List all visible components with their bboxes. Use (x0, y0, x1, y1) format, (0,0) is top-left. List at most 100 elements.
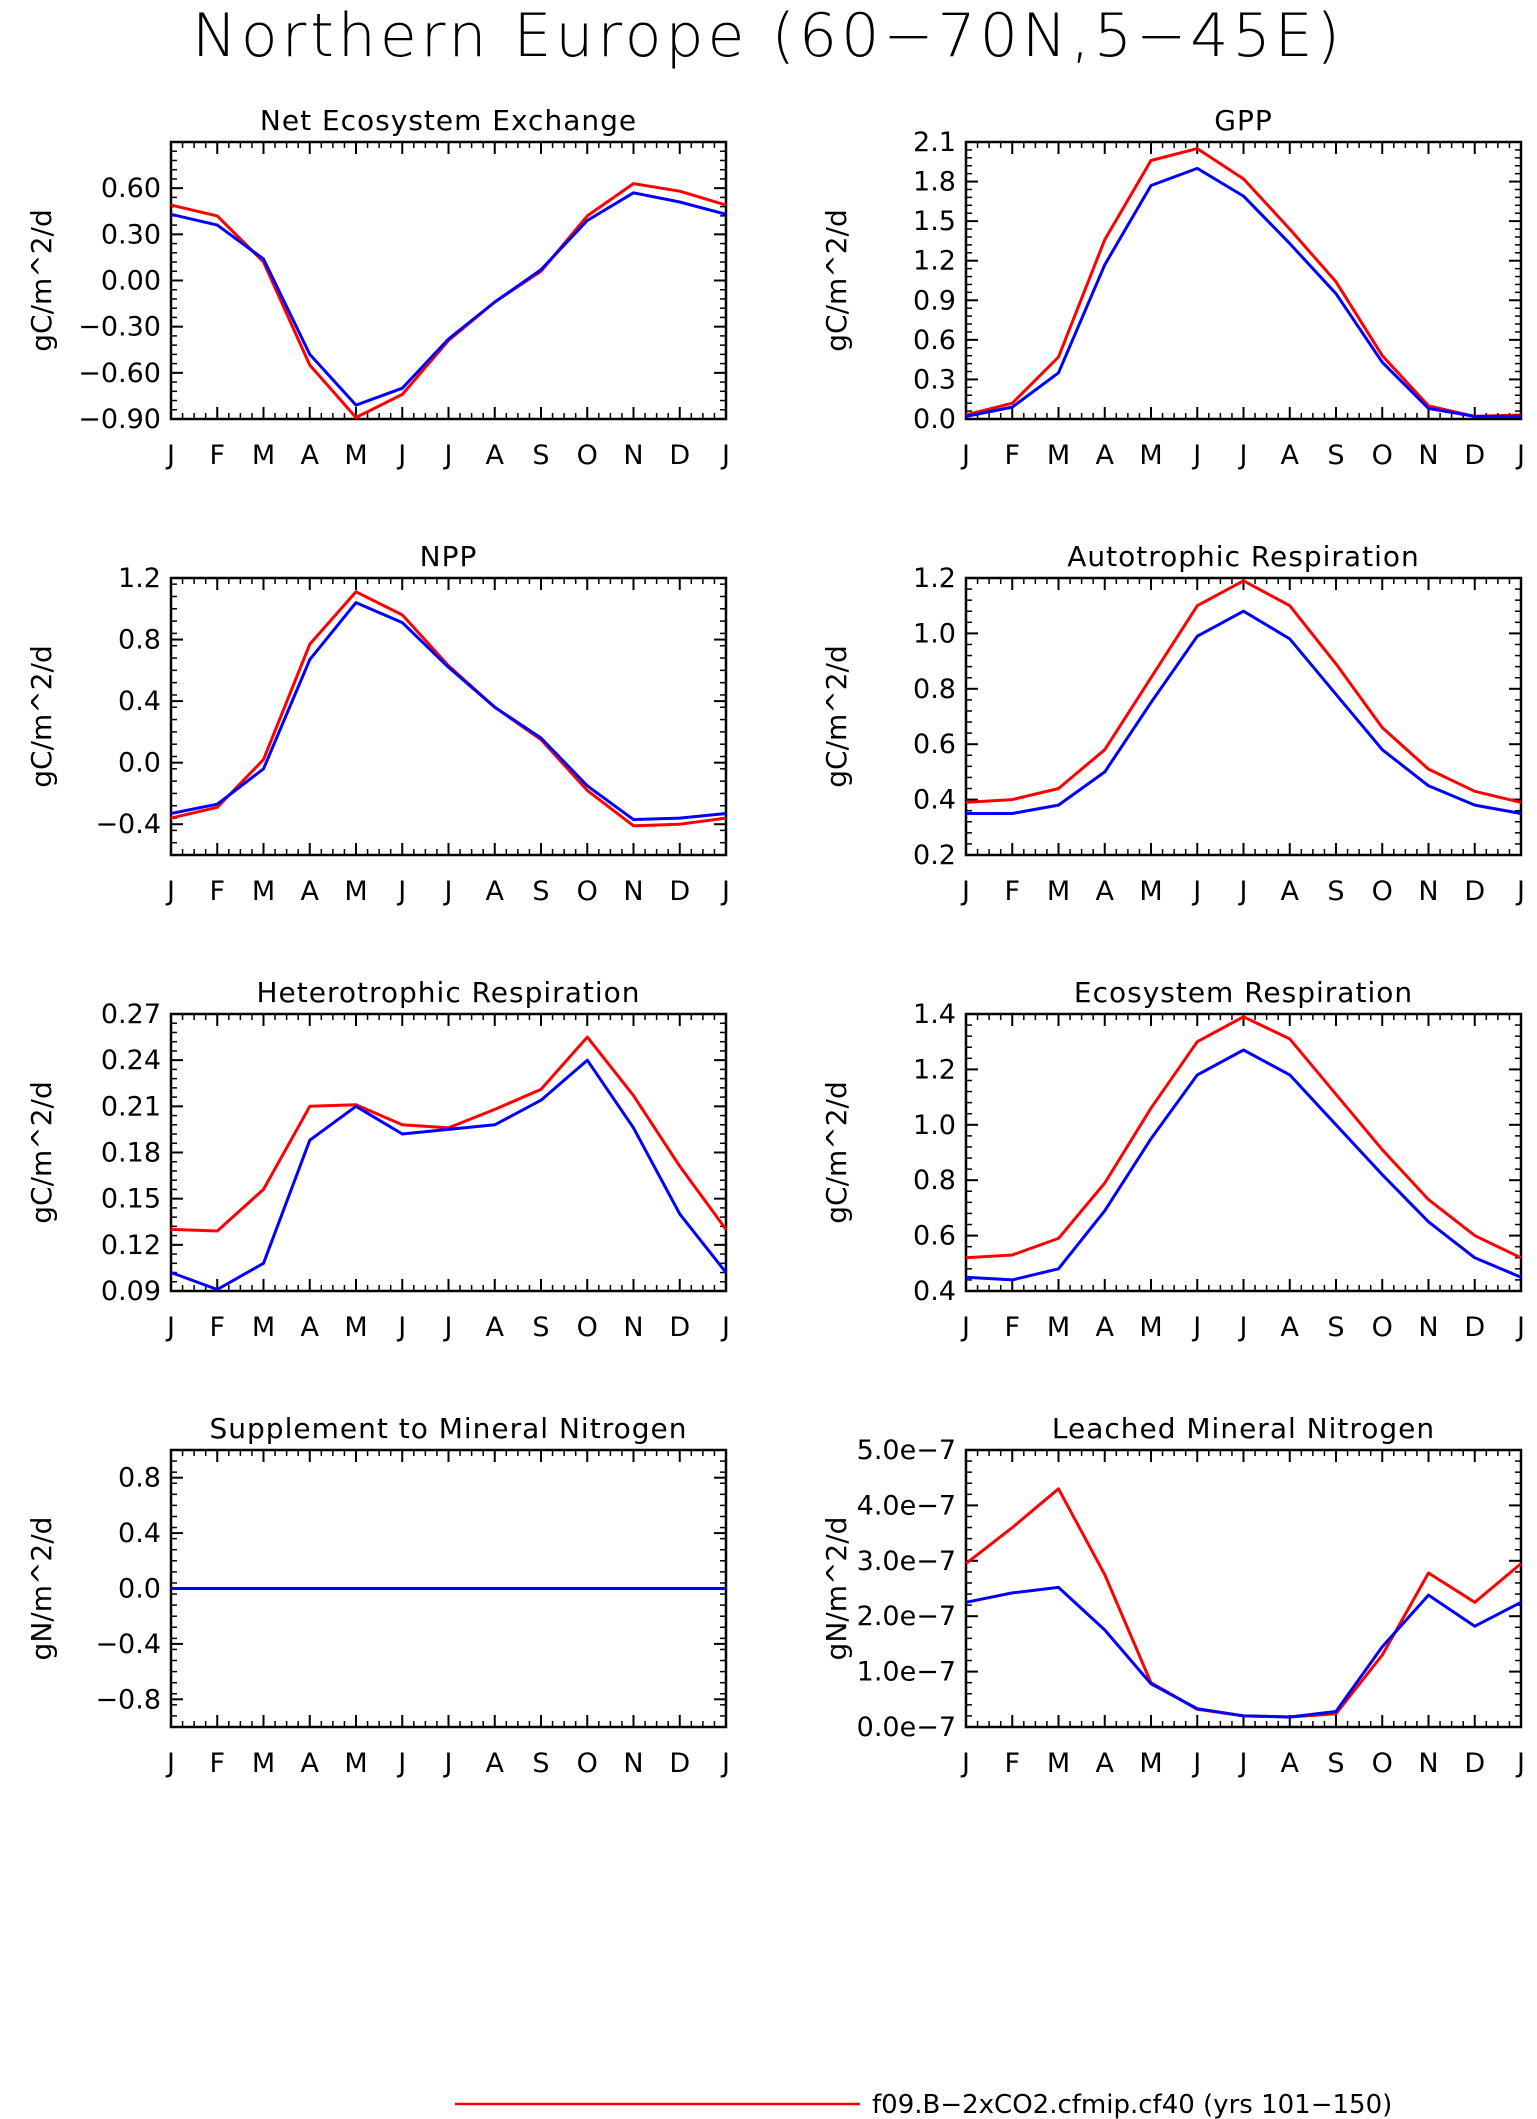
x-tick-label: J (1191, 1312, 1201, 1343)
x-tick-label: O (1372, 1748, 1393, 1779)
x-tick-label: J (720, 1748, 730, 1779)
series-line-red (965, 579, 1522, 804)
y-tick-label: 0.4 (913, 785, 956, 816)
x-tick-label: J (443, 1748, 453, 1779)
x-tick-label: S (532, 876, 549, 907)
y-tick-label: 1.0 (913, 1110, 956, 1141)
x-tick-label: M (1047, 440, 1070, 471)
y-tick-label: 2.1 (913, 127, 956, 158)
x-tick-label: J (165, 440, 175, 471)
x-tick-label: M (1139, 1748, 1162, 1779)
x-tick-label: F (1004, 876, 1020, 907)
y-tick-label: 5.0e−7 (857, 1435, 956, 1466)
x-tick-label: M (344, 876, 367, 907)
x-tick-label: J (1238, 440, 1248, 471)
x-tick-label: A (301, 440, 320, 471)
y-tick-label: 1.5 (913, 206, 956, 237)
y-tick-label: 1.0 (913, 618, 956, 649)
panel-title: Leached Mineral Nitrogen (1052, 1412, 1435, 1445)
y-axis-label: gC/m^2/d (25, 1081, 58, 1224)
panel-title: Supplement to Mineral Nitrogen (210, 1412, 688, 1445)
x-tick-label: N (1418, 440, 1438, 471)
x-tick-label: A (301, 1748, 320, 1779)
series-line-blue (965, 166, 1521, 418)
x-tick-label: D (1464, 876, 1485, 907)
x-tick-label: J (1238, 1748, 1248, 1779)
x-tick-label: J (443, 1312, 453, 1343)
x-tick-label: O (577, 1312, 598, 1343)
x-tick-label: D (1464, 1312, 1485, 1343)
y-tick-label: 2.0e−7 (857, 1601, 956, 1632)
x-tick-label: J (165, 876, 175, 907)
y-tick-label: 0.24 (101, 1045, 161, 1076)
legend: f09.B−2xCO2.cfmip.cf40 (yrs 101−150) (455, 2090, 1392, 2119)
x-tick-label: J (1191, 1748, 1201, 1779)
x-tick-label: A (486, 1312, 505, 1343)
x-tick-label: O (577, 876, 598, 907)
panel-title: Net Ecosystem Exchange (260, 104, 637, 137)
y-tick-label: 3.0e−7 (857, 1546, 956, 1577)
x-tick-label: J (720, 1312, 730, 1343)
y-tick-label: 0.4 (118, 686, 161, 717)
x-tick-label: J (165, 1748, 175, 1779)
panel-title: GPP (1214, 104, 1272, 137)
y-tick-label: 1.8 (913, 167, 956, 198)
y-tick-label: 0.27 (101, 999, 161, 1030)
series-line-blue (966, 609, 1522, 815)
x-tick-label: S (532, 440, 549, 471)
x-tick-label: A (301, 1312, 320, 1343)
y-tick-label: 0.8 (118, 625, 161, 656)
x-tick-label: O (577, 1748, 598, 1779)
x-tick-label: D (669, 1312, 690, 1343)
x-tick-label: A (1096, 440, 1115, 471)
plot-frame (964, 1012, 1523, 1293)
x-tick-label: J (1191, 876, 1201, 907)
y-tick-label: 1.4 (913, 999, 956, 1030)
x-tick-label: D (669, 440, 690, 471)
x-tick-label: D (669, 876, 690, 907)
y-tick-label: 0.18 (101, 1138, 161, 1169)
x-tick-label: J (165, 1312, 175, 1343)
y-tick-label: 0.6 (913, 325, 956, 356)
x-tick-label: J (1515, 1312, 1525, 1343)
x-tick-label: N (623, 1748, 643, 1779)
series-line-blue (170, 601, 727, 822)
x-tick-label: A (486, 876, 505, 907)
x-tick-label: F (209, 440, 225, 471)
y-tick-label: −0.60 (78, 358, 161, 389)
x-tick-label: J (396, 1748, 406, 1779)
y-tick-label: −0.90 (78, 404, 161, 435)
x-tick-label: M (1139, 440, 1162, 471)
y-axis-label: gC/m^2/d (820, 645, 853, 788)
y-axis-label: gN/m^2/d (820, 1517, 853, 1661)
x-tick-label: M (252, 876, 275, 907)
series-line-red (170, 182, 727, 419)
y-tick-label: 0.0e−7 (857, 1712, 956, 1743)
plot-frame (964, 140, 1523, 421)
x-tick-label: O (577, 440, 598, 471)
y-tick-label: 1.0e−7 (857, 1657, 956, 1688)
y-tick-label: −0.4 (95, 809, 161, 840)
y-tick-label: 0.6 (913, 729, 956, 760)
x-tick-label: S (1327, 1312, 1344, 1343)
y-tick-label: 0.9 (913, 285, 956, 316)
figure-title: Northern Europe (60−70N,5−45E) (192, 1, 1344, 71)
x-tick-label: J (960, 876, 970, 907)
x-tick-label: N (1418, 1312, 1438, 1343)
x-tick-label: S (1327, 1748, 1344, 1779)
x-tick-label: S (1327, 876, 1344, 907)
series-line-red (170, 590, 727, 828)
x-tick-label: O (1372, 440, 1393, 471)
panel-title: Ecosystem Respiration (1074, 976, 1413, 1009)
x-tick-label: J (960, 1748, 970, 1779)
x-tick-label: A (1281, 876, 1300, 907)
y-tick-label: 0.12 (101, 1230, 161, 1261)
panel-title: NPP (420, 540, 478, 573)
x-tick-label: M (252, 1312, 275, 1343)
y-tick-label: 0.8 (913, 674, 956, 705)
y-tick-label: 0.6 (913, 1221, 956, 1252)
